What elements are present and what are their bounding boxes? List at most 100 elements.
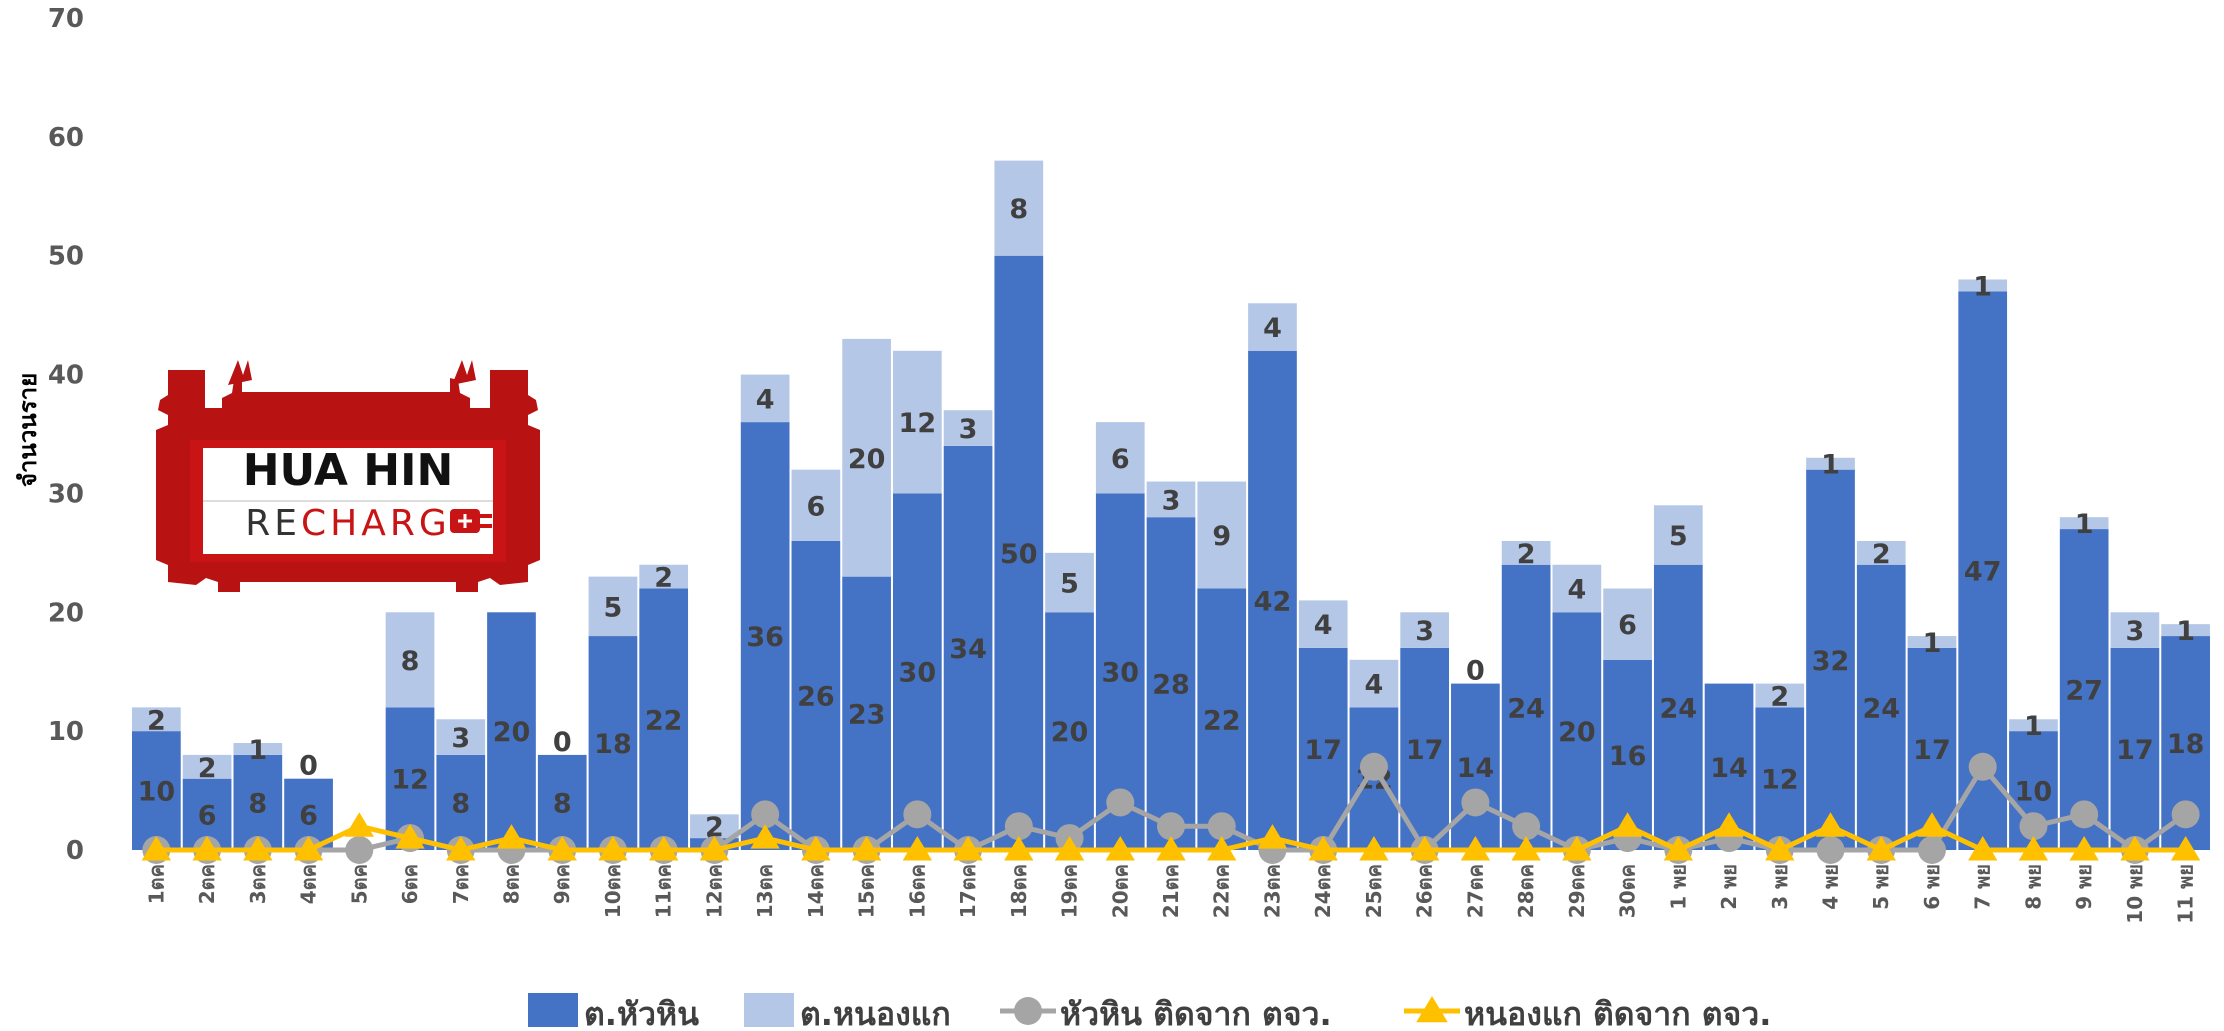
y-tick-label: 40 [48,361,84,391]
data-label-nongkae: 2 [198,753,217,784]
data-label-nongkae: 4 [1314,610,1333,641]
marker-triangle [1968,836,1998,861]
marker-circle [2070,800,2099,829]
data-label-nongkae: 1 [1821,450,1840,481]
bar-nongkae [1653,505,1703,565]
x-tick-label: 4 พย [1819,864,1843,910]
marker-circle [903,800,932,829]
bar-nongkae [2110,612,2160,648]
x-tick-label: 28ตค [1514,864,1538,918]
marker-triangle [1207,836,1237,861]
y-tick-label: 70 [48,4,84,34]
bar-nongkae [1045,552,1094,613]
marker-triangle [648,836,679,861]
marker-triangle [1156,836,1186,861]
marker-triangle [1004,836,1034,861]
data-label-huahin: 34 [949,634,987,665]
data-label-nongkae: 5 [1060,569,1079,600]
data-label-nongkae: 1 [1973,271,1992,302]
marker-triangle [1460,836,1491,861]
marker-triangle [344,812,374,837]
data-label-huahin: 23 [848,699,886,730]
marker-triangle [598,836,628,861]
marker-triangle [1815,812,1846,837]
data-label-huahin: 22 [645,705,683,736]
data-label-huahin: 47 [1964,557,2002,588]
data-label-nongkae: 6 [806,491,825,522]
bar-huahin [2110,647,2160,850]
data-label-huahin: 26 [797,681,835,712]
marker-triangle [1257,824,1288,849]
data-label-nongkae: 3 [2126,616,2145,647]
marker-triangle [750,824,780,849]
data-label-huahin: 12 [1761,765,1799,796]
data-label-nongkae: 2 [705,812,724,843]
marker-triangle [1359,836,1389,861]
legend-item: ต.หัวหิน [528,993,699,1031]
marker-triangle [801,836,831,861]
marker-circle [1461,788,1490,817]
x-tick-label: 26ตค [1413,864,1437,918]
data-label-huahin: 8 [451,788,470,819]
x-tick-label: 12ตค [702,864,726,918]
marker-triangle [446,836,476,861]
legend: ต.หัวหิน ต.หนองแก หัวหิน ติดจาก ตจว. หนองแก… [528,993,1771,1031]
legend-label: ต.หัวหิน [584,995,699,1031]
bar-nongkae [1501,540,1551,565]
bar-nongkae [1197,481,1247,589]
bar-huahin [436,754,486,850]
bar-nongkae [842,338,891,577]
x-tick-label: 9ตค [550,864,574,904]
marker-triangle [1663,836,1694,861]
data-label-nongkae: 4 [1263,313,1282,344]
marker-circle [1004,812,1033,841]
marker-triangle [192,836,222,861]
data-label-nongkae: 8 [401,646,420,677]
data-label-nongkae: 6 [1111,444,1130,475]
marker-triangle [1562,836,1592,861]
data-label-huahin: 20 [1051,717,1089,748]
marker-triangle [1511,836,1541,861]
x-tick-label: 23ตค [1260,864,1284,918]
data-label-nongkae: 9 [1212,521,1231,552]
bar-nongkae [1907,636,1957,648]
marker-triangle [1714,812,1744,837]
x-tick-label: 6 พย [1920,864,1944,910]
legend-marker-triangle [1416,996,1448,1023]
marker-circle [1359,752,1388,781]
data-label-huahin: 6 [299,800,318,831]
x-tick-label: 22ตค [1210,864,1234,918]
bar-nongkae [1298,600,1348,648]
marker-triangle [1308,836,1338,861]
data-label-nongkae: 1 [2024,711,2043,742]
data-label-huahin: 8 [553,788,572,819]
data-label-nongkae: 1 [2176,616,2195,647]
x-tick-label: 2 พย [1717,864,1741,910]
bar-nongkae [1146,481,1196,518]
legend-swatch [744,993,794,1027]
x-tick-label: 18ตค [1007,864,1031,918]
x-tick-label: 4ตค [297,864,321,904]
x-tick-label: 27ตค [1463,864,1487,918]
x-tick-label: 2ตค [195,864,219,904]
bar-huahin [233,754,283,850]
bar-huahin [1806,469,1855,850]
data-label-nongkae: 6 [1618,610,1637,641]
y-tick-label: 10 [48,717,84,747]
bar-nongkae [1248,303,1297,351]
bar-huahin [487,612,536,850]
x-tick-label: 25ตค [1362,864,1386,918]
x-tick-label: 30ตค [1616,864,1640,918]
bar-nongkae [233,743,283,755]
x-tick-label: 13ตค [753,864,777,918]
bar-nongkae [1095,422,1145,494]
x-tick-label: 17ตค [956,864,980,918]
marker-triangle [496,824,527,849]
bar-huahin [639,588,689,850]
y-tick-label: 60 [48,123,84,153]
data-label-huahin: 20 [493,717,531,748]
data-label-nongkae: 2 [1517,539,1536,570]
marker-triangle [547,836,577,861]
marker-triangle [141,836,172,861]
